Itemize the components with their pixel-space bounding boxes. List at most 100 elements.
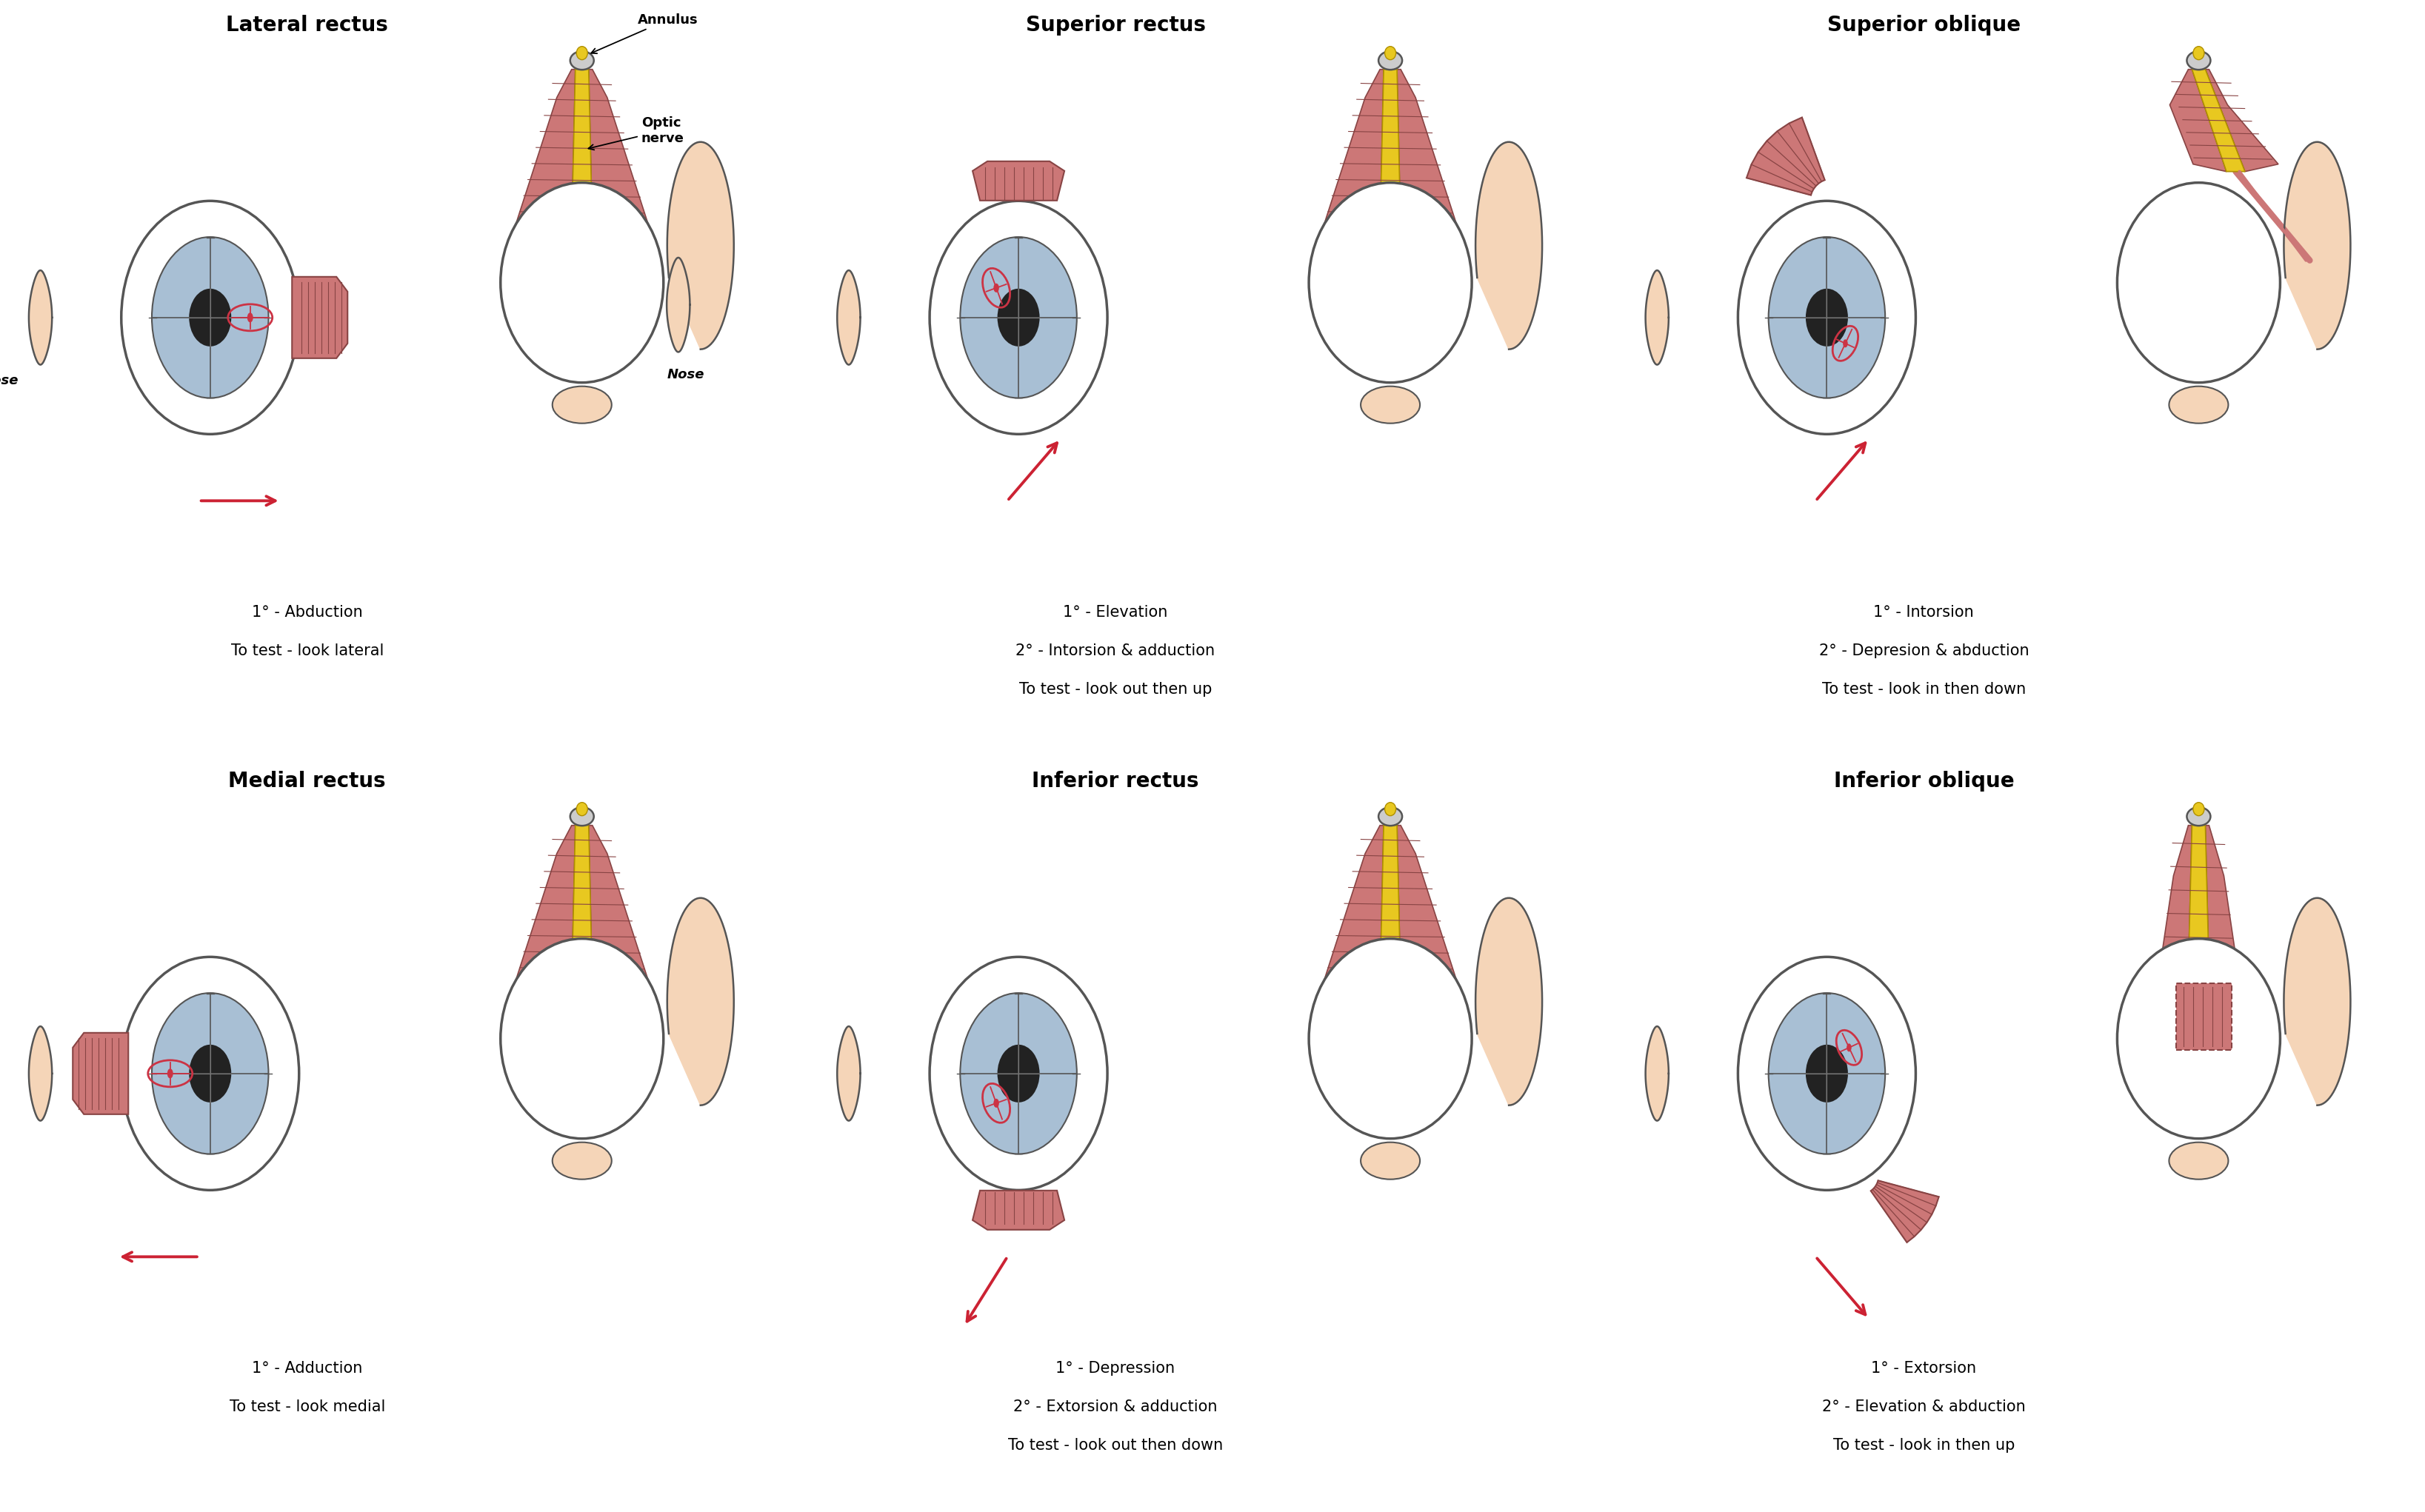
Polygon shape: [667, 142, 735, 349]
Polygon shape: [1380, 70, 1402, 231]
Text: Inferior rectus: Inferior rectus: [1033, 771, 1198, 792]
Polygon shape: [972, 162, 1065, 201]
Ellipse shape: [153, 993, 269, 1154]
Polygon shape: [667, 898, 735, 1105]
Ellipse shape: [994, 1099, 999, 1108]
Ellipse shape: [994, 283, 999, 292]
Text: Superior oblique: Superior oblique: [1826, 15, 2020, 36]
Ellipse shape: [929, 201, 1108, 434]
Text: Medial rectus: Medial rectus: [228, 771, 386, 792]
Ellipse shape: [1360, 1142, 1421, 1179]
Polygon shape: [517, 826, 575, 987]
Text: To test - look in then down: To test - look in then down: [1821, 682, 2025, 697]
Polygon shape: [2158, 826, 2192, 975]
Polygon shape: [2284, 142, 2350, 349]
Ellipse shape: [1377, 51, 1402, 70]
Polygon shape: [589, 826, 647, 987]
Polygon shape: [29, 271, 51, 364]
Text: 2° - Depresion & abduction: 2° - Depresion & abduction: [1819, 643, 2030, 658]
Polygon shape: [1474, 898, 1542, 1105]
Ellipse shape: [121, 201, 298, 434]
Ellipse shape: [1807, 289, 1848, 346]
Text: Annulus: Annulus: [592, 14, 698, 53]
Polygon shape: [1746, 118, 1824, 195]
Polygon shape: [73, 1033, 129, 1114]
Ellipse shape: [1385, 47, 1397, 60]
Ellipse shape: [577, 47, 587, 60]
Polygon shape: [1474, 142, 1542, 349]
Ellipse shape: [1310, 939, 1472, 1139]
Polygon shape: [2192, 70, 2246, 171]
Polygon shape: [2204, 826, 2238, 975]
Text: 1° - Adduction: 1° - Adduction: [252, 1361, 361, 1376]
Ellipse shape: [960, 237, 1077, 398]
Polygon shape: [1380, 826, 1402, 987]
Ellipse shape: [2187, 807, 2212, 826]
Text: 2° - Intorsion & adduction: 2° - Intorsion & adduction: [1016, 643, 1215, 658]
Polygon shape: [2284, 898, 2350, 1105]
Ellipse shape: [1360, 386, 1421, 423]
Ellipse shape: [960, 993, 1077, 1154]
Ellipse shape: [2168, 386, 2229, 423]
Ellipse shape: [1843, 339, 1848, 348]
Polygon shape: [1397, 826, 1457, 987]
Text: To test - look out then up: To test - look out then up: [1018, 682, 1212, 697]
Polygon shape: [29, 1027, 51, 1120]
Ellipse shape: [500, 939, 664, 1139]
Text: Optic
nerve: Optic nerve: [589, 116, 684, 150]
Text: To test - look out then down: To test - look out then down: [1009, 1438, 1222, 1453]
Ellipse shape: [247, 313, 252, 322]
Polygon shape: [837, 271, 861, 364]
Ellipse shape: [1310, 183, 1472, 383]
Text: Nose: Nose: [0, 373, 19, 387]
Polygon shape: [1870, 1181, 1940, 1243]
Ellipse shape: [2187, 51, 2212, 70]
Ellipse shape: [2117, 939, 2279, 1139]
Ellipse shape: [1768, 993, 1884, 1154]
Ellipse shape: [577, 803, 587, 816]
Ellipse shape: [553, 386, 611, 423]
Ellipse shape: [1807, 1045, 1848, 1102]
Ellipse shape: [189, 289, 230, 346]
Text: Nose: Nose: [667, 367, 703, 381]
Ellipse shape: [2117, 183, 2279, 383]
Text: Lateral rectus: Lateral rectus: [226, 15, 388, 36]
Ellipse shape: [997, 1045, 1040, 1102]
Ellipse shape: [2168, 1142, 2229, 1179]
Polygon shape: [667, 257, 689, 352]
Text: To test - look lateral: To test - look lateral: [230, 643, 383, 658]
Ellipse shape: [1739, 957, 1916, 1190]
Polygon shape: [2170, 70, 2226, 171]
Ellipse shape: [1768, 237, 1884, 398]
Text: 1° - Intorsion: 1° - Intorsion: [1875, 605, 1974, 620]
Text: 2° - Elevation & abduction: 2° - Elevation & abduction: [1821, 1399, 2025, 1414]
Ellipse shape: [1739, 201, 1916, 434]
Text: 1° - Extorsion: 1° - Extorsion: [1872, 1361, 1976, 1376]
Polygon shape: [1647, 271, 1668, 364]
Polygon shape: [837, 1027, 861, 1120]
Ellipse shape: [167, 1069, 172, 1078]
Ellipse shape: [570, 51, 594, 70]
Ellipse shape: [500, 183, 664, 383]
Ellipse shape: [1845, 1043, 1853, 1052]
Ellipse shape: [929, 957, 1108, 1190]
Text: To test - look in then up: To test - look in then up: [1833, 1438, 2015, 1453]
Text: Superior rectus: Superior rectus: [1026, 15, 1205, 36]
Text: Eye: Eye: [604, 275, 633, 290]
Ellipse shape: [2192, 803, 2204, 816]
Polygon shape: [2204, 70, 2280, 171]
Ellipse shape: [997, 289, 1040, 346]
Polygon shape: [572, 70, 592, 231]
Ellipse shape: [153, 237, 269, 398]
Text: 1° - Elevation: 1° - Elevation: [1062, 605, 1169, 620]
FancyBboxPatch shape: [2178, 983, 2231, 1049]
Text: 2° - Extorsion & adduction: 2° - Extorsion & adduction: [1014, 1399, 1217, 1414]
Polygon shape: [1647, 1027, 1668, 1120]
Polygon shape: [517, 70, 575, 231]
Text: To test - look medial: To test - look medial: [230, 1399, 386, 1414]
Polygon shape: [2187, 826, 2209, 972]
Polygon shape: [572, 826, 592, 987]
Polygon shape: [1397, 70, 1457, 231]
Ellipse shape: [189, 1045, 230, 1102]
Polygon shape: [1324, 70, 1385, 231]
